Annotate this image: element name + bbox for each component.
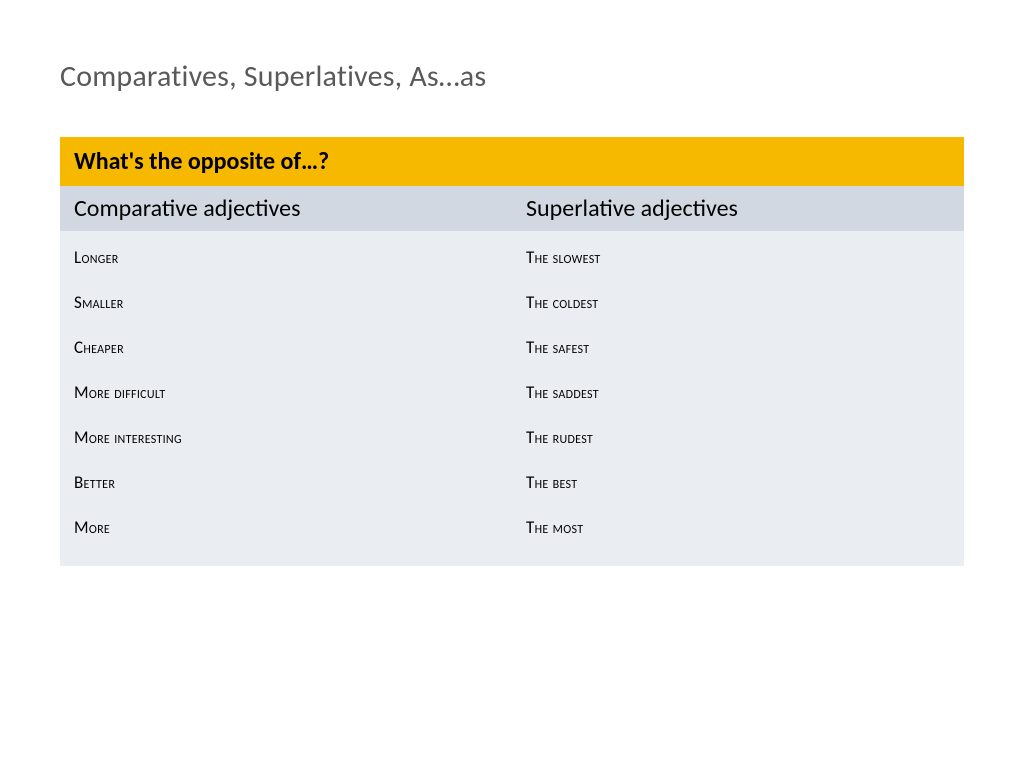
table-header: What's the opposite of…? [60,137,964,186]
list-item: Smaller [74,292,498,313]
list-item: More difficult [74,382,498,403]
slide-title: Comparatives, Superlatives, As…as [60,58,964,95]
list-item: Better [74,472,498,493]
list-item: The slowest [526,247,950,268]
list-item: The rudest [526,427,950,448]
list-item: More [74,517,498,538]
table-subheader-row: Comparative adjectives Superlative adjec… [60,186,964,231]
table-content-row: Longer Smaller Cheaper More difficult Mo… [60,231,964,566]
table-header-row: What's the opposite of…? [60,137,964,186]
subheader-superlative: Superlative adjectives [512,186,964,231]
list-item: More interesting [74,427,498,448]
opposites-table: What's the opposite of…? Comparative adj… [60,137,964,566]
superlative-column: The slowest The coldest The safest The s… [512,231,964,566]
subheader-comparative: Comparative adjectives [60,186,512,231]
list-item: The most [526,517,950,538]
list-item: The saddest [526,382,950,403]
list-item: Longer [74,247,498,268]
list-item: The coldest [526,292,950,313]
list-item: The safest [526,337,950,358]
list-item: Cheaper [74,337,498,358]
comparative-column: Longer Smaller Cheaper More difficult Mo… [60,231,512,566]
list-item: The best [526,472,950,493]
